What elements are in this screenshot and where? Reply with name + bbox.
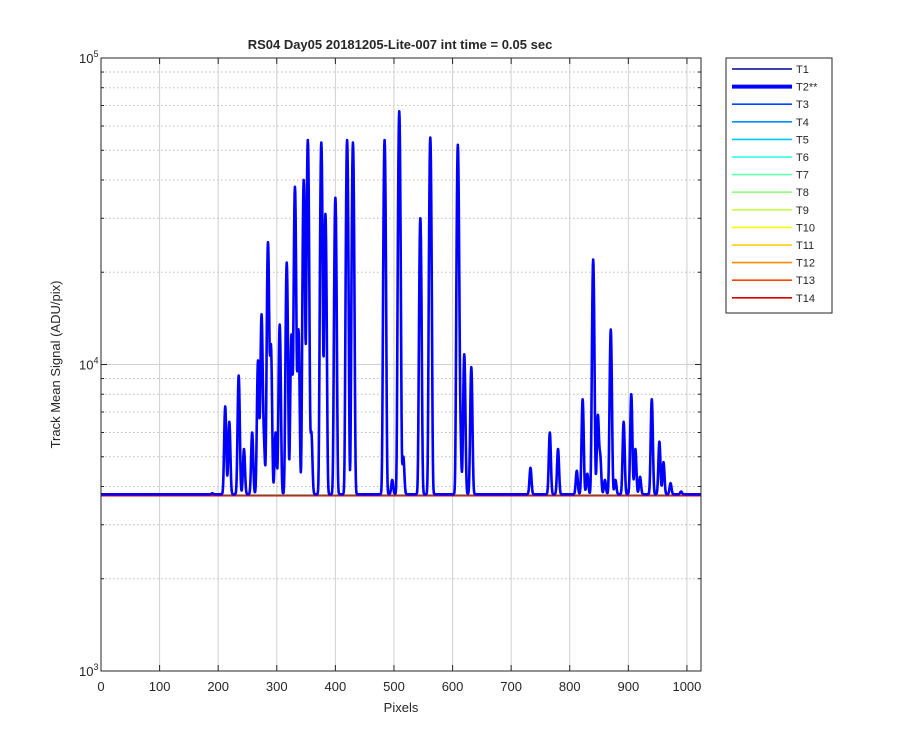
x-axis-label: Pixels [384, 700, 419, 715]
x-tick-label: 500 [383, 679, 405, 694]
legend-label-t4: T4 [796, 117, 809, 129]
legend-label-t14: T14 [796, 293, 815, 305]
legend-label-t8: T8 [796, 187, 809, 199]
chart-title: RS04 Day05 20181205-Lite-007 int time = … [248, 37, 553, 52]
x-tick-label: 1000 [672, 679, 701, 694]
y-axis-label: Track Mean Signal (ADU/pix) [48, 281, 63, 449]
axis-ticks: 0 100 200 300 400 500 600 700 800 900 100010310410… [79, 49, 701, 694]
legend-label-t1: T1 [796, 64, 809, 76]
x-tick-label: 100 [149, 679, 171, 694]
x-tick-label: 900 [617, 679, 639, 694]
x-tick-label: 700 [500, 679, 522, 694]
legend-box [725, 57, 833, 314]
x-tick-label: 400 [325, 679, 347, 694]
legend-label-t12: T12 [796, 258, 815, 270]
legend: T1 T2** T3 T4 T5 T6 T7 T8 T9 T10 T11 T12 T13 T14 [725, 57, 833, 314]
x-tick-label: 200 [207, 679, 229, 694]
y-tick-exponent: 5 [93, 49, 98, 59]
series-lines [99, 110, 703, 497]
legend-label-t5: T5 [796, 134, 809, 146]
y-tick-exponent: 3 [93, 662, 98, 672]
y-tick-exponent: 4 [93, 356, 98, 366]
legend-label-t7: T7 [796, 170, 809, 182]
legend-items: T1 T2** T3 T4 T5 T6 T7 T8 T9 T10 T11 T12 T13 T14 [732, 64, 818, 305]
legend-label-t6: T6 [796, 152, 809, 164]
series-line-t2 [99, 110, 703, 496]
legend-label-t11: T11 [796, 240, 814, 252]
x-tick-label: 800 [559, 679, 581, 694]
legend-label-t2: T2** [796, 82, 818, 94]
x-tick-label: 0 [97, 679, 104, 694]
x-tick-label: 300 [266, 679, 288, 694]
legend-label-t10: T10 [796, 222, 815, 234]
x-tick-label: 600 [442, 679, 464, 694]
legend-label-t3: T3 [796, 99, 809, 111]
legend-label-t9: T9 [796, 205, 809, 217]
legend-label-t13: T13 [796, 275, 815, 287]
